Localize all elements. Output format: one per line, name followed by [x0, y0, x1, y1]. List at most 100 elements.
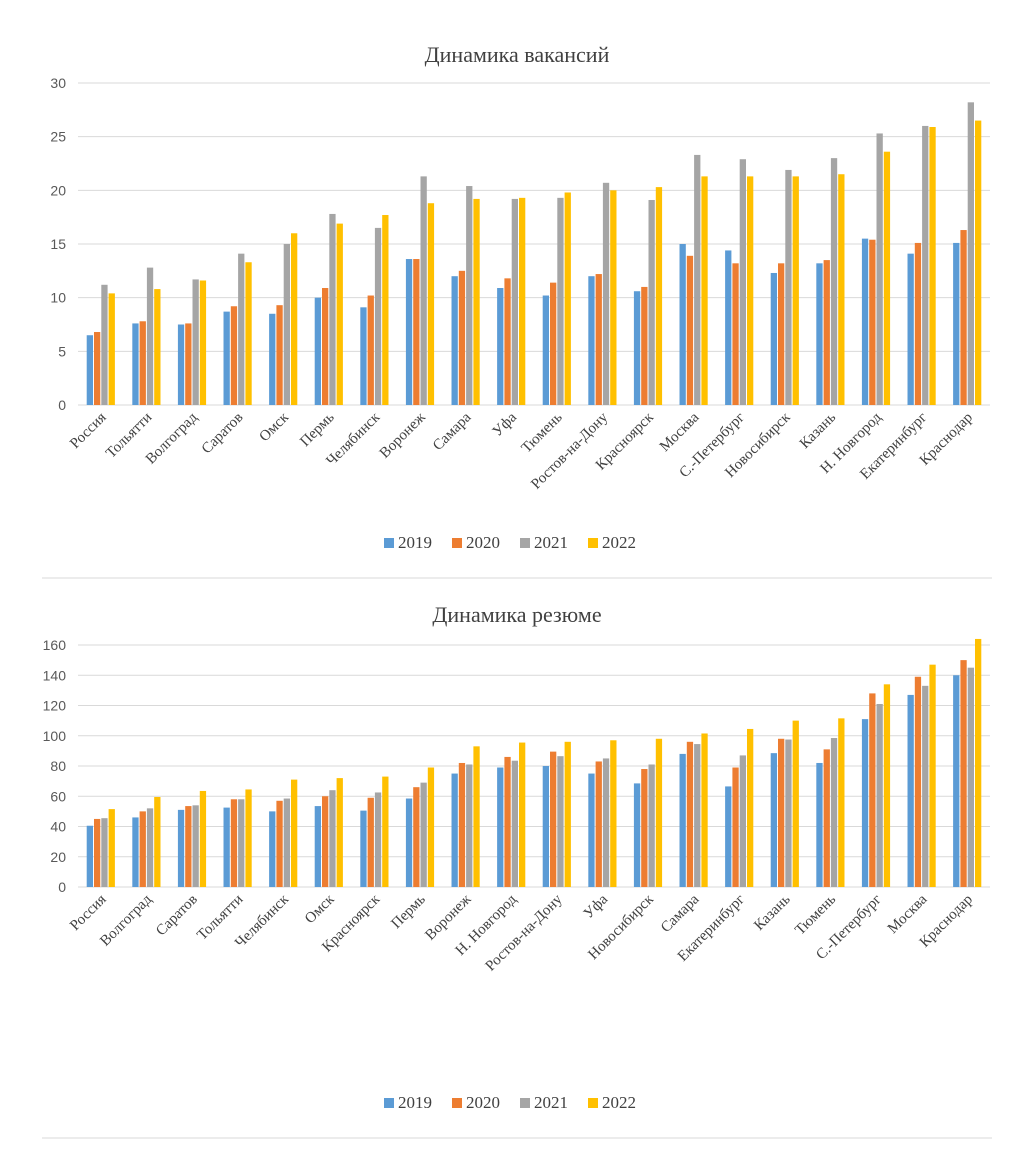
bar-2022-Н. Новгород	[518, 742, 526, 887]
y-tick-label: 40	[50, 819, 66, 835]
bar-2020-Волгоград	[139, 811, 146, 887]
bar-2022-Пермь	[336, 223, 343, 405]
bar-2019-Челябинск	[360, 307, 367, 405]
bar-2022-Казань	[792, 720, 799, 887]
bar-2021-Тольятти	[146, 267, 154, 405]
y-tick-label: 15	[50, 236, 66, 252]
bar-2022-Москва	[929, 664, 936, 887]
bar-2022-Новосибирск	[792, 176, 799, 405]
y-tick-label: 30	[50, 75, 66, 91]
chart-title-resumes: Динамика резюме	[432, 602, 601, 627]
bar-2021-Уфа	[602, 758, 610, 887]
bar-2022-Воронеж	[427, 203, 435, 405]
bar-2021-Челябинск	[283, 798, 290, 887]
bar-2020-Россия	[94, 332, 101, 405]
bar-2020-Москва	[686, 255, 694, 405]
bar-2021-Краснодар	[967, 667, 974, 887]
bar-2022-Ростов-на-Дону	[564, 741, 571, 887]
bar-2021-Пермь	[420, 782, 427, 887]
bar-2020-Краснодар	[960, 230, 967, 405]
y-tick-label: 25	[50, 129, 66, 145]
bar-2019-Саратов	[223, 311, 230, 405]
bar-2022-Уфа	[518, 197, 526, 405]
bar-2020-Воронеж	[458, 762, 466, 887]
bar-2022-Россия	[108, 809, 115, 887]
bar-2022-Самара	[701, 733, 708, 887]
bar-2020-Саратов	[230, 306, 238, 405]
bar-2022-Тюмень	[838, 718, 845, 887]
bar-2020-Пермь	[413, 787, 420, 887]
x-tick-label: Саратов	[199, 410, 247, 458]
bar-2020-Н. Новгород	[504, 756, 511, 887]
bar-2021-Пермь	[329, 213, 336, 405]
bar-2020-Красноярск	[367, 797, 374, 887]
x-tick-label: Уфа	[490, 409, 521, 440]
bar-2019-Новосибирск	[633, 783, 641, 887]
x-tick-label: Москва	[657, 409, 703, 455]
bar-2021-Красноярск	[648, 199, 655, 405]
y-tick-label: 0	[58, 879, 66, 895]
bar-2020-Тольятти	[139, 321, 146, 405]
bar-2020-Уфа	[504, 278, 511, 405]
bar-2021-Самара	[694, 744, 701, 887]
chart-vacancies: 051015202530РоссияТольяттиВолгоградСарат…	[50, 75, 990, 552]
bar-2020-Ростов-на-Дону	[595, 274, 602, 405]
bar-2020-Самара	[458, 270, 466, 405]
bar-2020-Казань	[823, 260, 830, 405]
bar-2020-Тольятти	[230, 799, 238, 887]
x-tick-label: Пермь	[297, 409, 337, 449]
legend-label-2020: 2020	[466, 533, 500, 552]
y-tick-label: 20	[50, 849, 66, 865]
bar-2019-Ростов-на-Дону	[542, 766, 550, 887]
bar-2019-Россия	[86, 335, 94, 405]
bar-2021-Волгоград	[192, 279, 199, 405]
bar-2021-Тюмень	[830, 738, 838, 887]
legend-swatch-2020	[452, 1098, 462, 1108]
bar-2020-Тюмень	[550, 282, 557, 405]
bar-2020-Челябинск	[276, 800, 283, 887]
x-tick-label: Омск	[256, 409, 292, 445]
bar-2021-Самара	[466, 186, 473, 405]
bar-2021-Новосибирск	[648, 764, 655, 887]
x-tick-label: Воронеж	[377, 409, 429, 461]
bar-2019-Тюмень	[542, 295, 550, 405]
bar-2020-Екатеринбург	[914, 242, 922, 405]
bar-2022-Краснодар	[974, 638, 982, 887]
chart-title-vacancies: Динамика вакансий	[425, 42, 610, 67]
bar-2021-Омск	[329, 790, 336, 887]
bar-2019-Воронеж	[405, 259, 413, 405]
bar-2019-Омск	[269, 313, 276, 405]
bar-2022-Уфа	[610, 740, 617, 887]
bar-2022-Красноярск	[382, 776, 389, 887]
bar-2020-Краснодар	[960, 660, 967, 887]
legend-swatch-2019	[384, 538, 394, 548]
bar-2020-Саратов	[185, 806, 192, 887]
bar-2021-Волгоград	[146, 808, 154, 887]
bar-2019-Пермь	[405, 798, 413, 887]
bar-2021-Ростов-на-Дону	[557, 756, 564, 887]
bar-2019-Волгоград	[132, 817, 139, 887]
bar-2019-Ростов-на-Дону	[588, 276, 595, 405]
bar-2021-С.-Петербург	[876, 703, 883, 887]
bar-2022-Ростов-на-Дону	[610, 190, 617, 405]
bar-2020-Москва	[914, 676, 922, 887]
bar-2020-Тюмень	[823, 749, 830, 887]
bar-2021-Н. Новгород	[876, 133, 883, 406]
legend-label-2019: 2019	[398, 533, 432, 552]
bar-2019-Пермь	[314, 297, 322, 405]
bar-2019-Уфа	[497, 288, 504, 405]
bar-2021-Екатеринбург	[922, 125, 929, 405]
bar-2022-Россия	[108, 293, 115, 405]
bar-2021-Россия	[101, 818, 108, 887]
bar-2021-Красноярск	[374, 792, 382, 887]
bar-2022-Екатеринбург	[929, 127, 936, 406]
chart-resumes: 020406080100120140160РоссияВолгоградСара…	[43, 637, 990, 1112]
bar-2020-Россия	[94, 818, 101, 887]
bar-2020-Челябинск	[367, 295, 374, 405]
bar-2022-Воронеж	[473, 746, 480, 887]
bar-2021-С.-Петербург	[739, 159, 746, 405]
bar-2021-Уфа	[511, 198, 518, 405]
x-tick-label: Москва	[885, 891, 931, 937]
legend-label-2021: 2021	[534, 533, 568, 552]
